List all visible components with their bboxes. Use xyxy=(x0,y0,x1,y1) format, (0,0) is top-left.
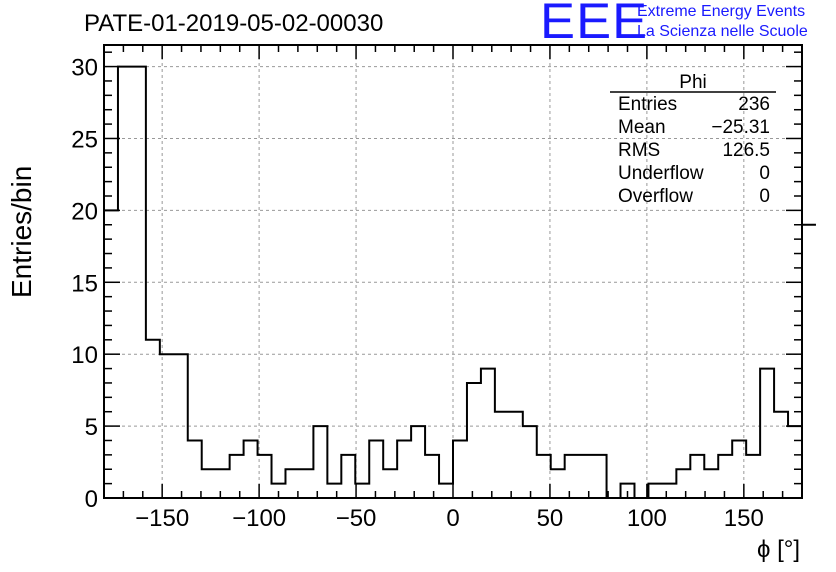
y-tick-label: 25 xyxy=(71,126,98,153)
x-tick-label: −150 xyxy=(135,505,189,532)
histogram-bin xyxy=(174,354,188,498)
histogram-bin xyxy=(690,455,704,498)
logo-line-2: La Scienza nelle Scuole xyxy=(637,23,808,40)
histogram-bin xyxy=(146,340,160,498)
histogram-bin xyxy=(425,455,439,498)
stats-title: Phi xyxy=(679,72,706,93)
histogram-bin xyxy=(648,484,662,498)
y-tick-label: 0 xyxy=(85,486,98,513)
histogram-bin xyxy=(565,455,579,498)
x-tick-label: 100 xyxy=(627,505,667,532)
histogram-bin xyxy=(662,484,676,498)
y-tick-label: 20 xyxy=(71,198,98,225)
y-tick-label: 30 xyxy=(71,55,98,82)
histogram xyxy=(104,65,816,499)
histogram-bin xyxy=(537,455,551,498)
histogram-bin xyxy=(160,354,174,498)
grid xyxy=(104,45,802,498)
histogram-bin xyxy=(411,426,425,498)
histogram-bin xyxy=(369,440,383,498)
histogram-bin xyxy=(802,225,816,498)
histogram-bin xyxy=(593,455,607,498)
logo-mark: EEE xyxy=(540,0,649,49)
histogram-bin xyxy=(523,426,537,498)
stats-row-label: Entries xyxy=(618,94,677,115)
histogram-bin xyxy=(760,369,774,498)
histogram-bin xyxy=(341,455,355,498)
y-tick-label: 10 xyxy=(71,342,98,369)
histogram-bin xyxy=(509,412,523,498)
histogram-bin xyxy=(439,484,453,498)
histogram-bin xyxy=(718,455,732,498)
histogram-bin xyxy=(453,440,467,498)
x-tick-label: 0 xyxy=(446,505,459,532)
histogram-bin xyxy=(579,455,593,498)
histogram-outline xyxy=(104,65,816,499)
y-tick-label: 5 xyxy=(85,414,98,441)
histogram-bin xyxy=(704,469,718,498)
histogram-bin xyxy=(216,469,230,498)
logo-line-1: Extreme Energy Events xyxy=(637,3,806,20)
histogram-bin xyxy=(676,469,690,498)
histogram-bin xyxy=(132,67,146,498)
stats-row-value: 0 xyxy=(759,186,770,207)
stats-row-value: 0 xyxy=(759,163,770,184)
stats-row-value: 126.5 xyxy=(722,140,770,161)
x-tick-label: −50 xyxy=(336,505,377,532)
histogram-bin xyxy=(495,412,509,498)
x-axis-label: ϕ [°] xyxy=(757,536,800,563)
stats-row-value: −25.31 xyxy=(711,117,770,138)
histogram-bin xyxy=(788,426,802,498)
histogram-bin xyxy=(118,67,132,498)
y-tick-label: 15 xyxy=(71,270,98,297)
x-tick-label: 50 xyxy=(537,505,564,532)
stats-row-label: RMS xyxy=(618,140,660,161)
histogram-bin xyxy=(230,455,244,498)
x-tick-label: −100 xyxy=(232,505,286,532)
histogram-bin xyxy=(299,469,313,498)
histogram-bin xyxy=(481,369,495,498)
histogram-bin xyxy=(188,440,202,498)
axis-ticks: −150 −100 −50 0 50 100 150 0 5 10 15 20 25 30 xyxy=(71,45,803,532)
x-tick-label: 150 xyxy=(724,505,764,532)
histogram-bin xyxy=(774,412,788,498)
stats-row-label: Underflow xyxy=(618,163,704,184)
chart-title: PATE-01-2019-05-02-00030 xyxy=(84,10,384,37)
histogram-bin xyxy=(746,455,760,498)
histogram-bin xyxy=(397,440,411,498)
histogram-bin xyxy=(327,484,341,498)
histogram-bin xyxy=(244,440,258,498)
stats-row-label: Overflow xyxy=(618,186,693,207)
histogram-bin xyxy=(551,469,565,498)
histogram-bin xyxy=(313,426,327,498)
logo-text: Extreme Energy Events La Scienza nelle S… xyxy=(637,2,836,42)
histogram-bin xyxy=(202,469,216,498)
stats-row-value: 236 xyxy=(738,94,770,115)
histogram-bin xyxy=(467,383,481,498)
stats-row-label: Mean xyxy=(618,117,666,138)
histogram-bin xyxy=(355,484,369,498)
